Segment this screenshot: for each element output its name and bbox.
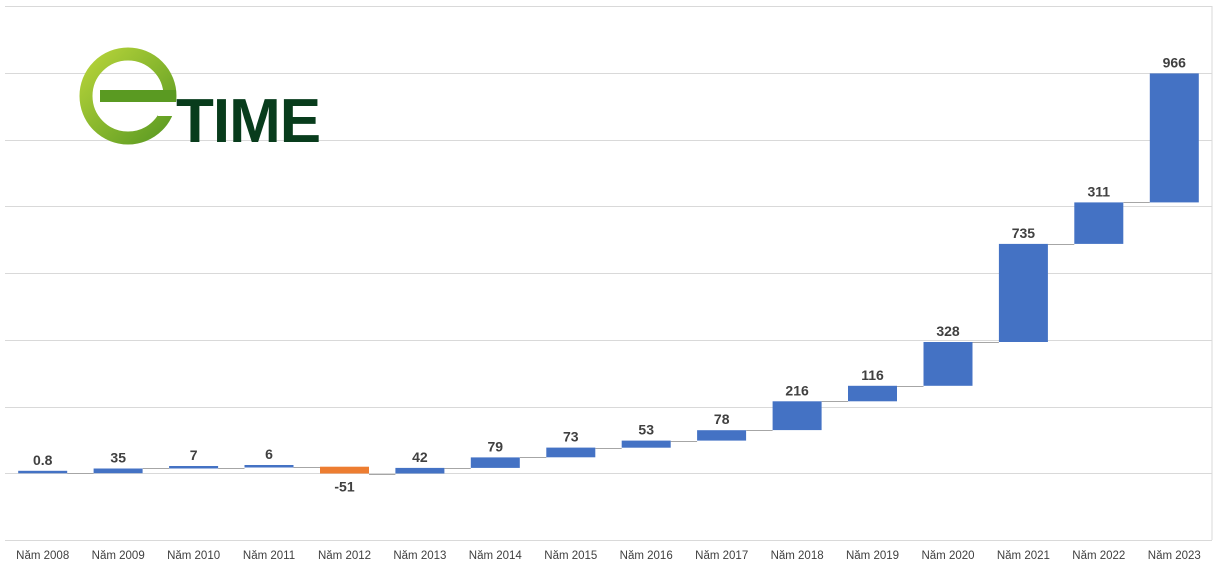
data-label: -51 xyxy=(334,479,354,495)
x-tick-label: Năm 2021 xyxy=(997,550,1050,562)
x-tick-label: Năm 2009 xyxy=(92,550,145,562)
x-tick-label: Năm 2022 xyxy=(1072,550,1125,562)
bar xyxy=(697,430,747,441)
data-label: 216 xyxy=(785,382,809,398)
bar xyxy=(470,457,520,468)
data-label: 6 xyxy=(265,446,273,462)
logo-e-gap xyxy=(158,102,178,116)
bar xyxy=(169,466,219,469)
data-label: 73 xyxy=(563,429,579,445)
x-tick-label: Năm 2017 xyxy=(695,550,748,562)
data-label: 53 xyxy=(638,422,654,438)
bar xyxy=(772,401,822,431)
bar xyxy=(1074,202,1124,244)
x-tick-label: Năm 2008 xyxy=(16,550,69,562)
x-tick-label: Năm 2015 xyxy=(544,550,597,562)
bars xyxy=(18,73,1199,474)
bar xyxy=(923,342,973,386)
data-label: 78 xyxy=(714,411,730,427)
data-label: 7 xyxy=(190,447,198,463)
x-tick-label: Năm 2018 xyxy=(771,550,824,562)
x-axis-ticks: Năm 2008 Năm 2009 Năm 2010 Năm 2011 Năm 2012… xyxy=(16,550,1201,562)
bar xyxy=(244,465,294,468)
bar xyxy=(395,467,445,474)
x-tick-label: Năm 2012 xyxy=(318,550,371,562)
x-tick-label: Năm 2014 xyxy=(469,550,523,562)
data-label: 0.8 xyxy=(33,452,53,468)
data-label: 311 xyxy=(1088,183,1111,199)
bar xyxy=(93,468,143,474)
bar xyxy=(848,385,897,402)
data-label: 116 xyxy=(861,367,884,383)
bar xyxy=(1149,73,1199,203)
bar xyxy=(621,440,671,448)
bar xyxy=(998,243,1048,342)
connector-lines xyxy=(67,202,1150,475)
data-label: 35 xyxy=(110,450,126,466)
x-tick-label: Năm 2013 xyxy=(393,550,446,562)
x-tick-label: Năm 2023 xyxy=(1148,550,1201,562)
data-label: 328 xyxy=(936,323,960,339)
bar xyxy=(546,447,596,458)
bar xyxy=(18,470,68,474)
data-label: 79 xyxy=(488,438,504,454)
etime-logo: TIME xyxy=(79,47,321,156)
data-label: 966 xyxy=(1163,54,1187,70)
data-labels: 0.8 35 7 6 -51 42 79 73 53 78 216 116 328 735 311 966 xyxy=(33,54,1186,494)
gridlines xyxy=(5,6,1212,541)
x-tick-label: Năm 2016 xyxy=(620,550,673,562)
x-tick-label: Năm 2019 xyxy=(846,550,899,562)
data-label: 735 xyxy=(1012,225,1036,241)
bar xyxy=(320,466,369,474)
x-tick-label: Năm 2010 xyxy=(167,550,220,562)
x-tick-label: Năm 2011 xyxy=(243,550,295,562)
x-tick-label: Năm 2020 xyxy=(921,550,974,562)
data-label: 42 xyxy=(412,449,428,465)
logo-text: TIME xyxy=(176,87,320,156)
logo-e-bar xyxy=(100,90,176,102)
